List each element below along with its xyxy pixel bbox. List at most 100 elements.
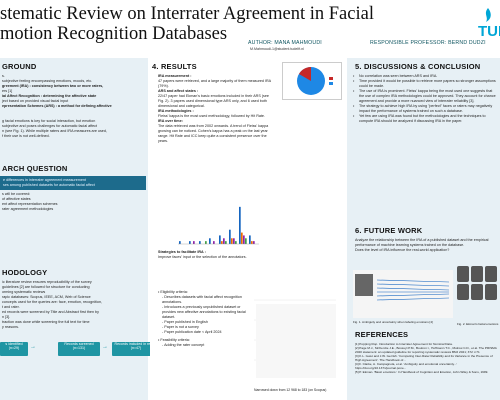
methodology-text: ic literature review ensures reproducibi… (2, 280, 148, 330)
bar (229, 229, 231, 244)
bar (209, 238, 211, 244)
middle-column: 4. RESULTS IRA measurement : 47 papers w… (150, 58, 345, 400)
research-question-box: e differences in interrater agreement me… (0, 176, 146, 190)
bar (179, 241, 181, 244)
bg-line: ject based on provided visual facial inp… (2, 99, 69, 103)
meth-line: ic literature review ensures reproducibi… (2, 280, 92, 284)
discussion-item: Yet few are using IRA was found but the … (353, 114, 498, 124)
ira-methods-bar-chart (178, 206, 259, 245)
methodology-heading: HODOLOGY (2, 268, 48, 277)
elig-item: - Introduces a previously unpublished da… (162, 305, 246, 319)
elig-item: - Describes datasets with facial affect … (162, 295, 242, 304)
flow-label: s identified (5, 342, 23, 346)
bar (225, 241, 227, 244)
bar (205, 241, 207, 244)
ira-text: 47 papers were retrieved, and a large ma… (158, 79, 271, 88)
bg-line: ial Affect Recognition : determining the… (2, 94, 97, 98)
discussion-heading: 5. DISCUSSIONS & CONCLUSION (355, 62, 481, 71)
flow-arrow-icon: → (102, 344, 108, 350)
feas-item: - Adding the rater concept (162, 343, 205, 347)
legend-swatch-no (329, 77, 333, 80)
rq-items: s will be covered: of affective states e… (2, 192, 146, 212)
narrowing-chart (250, 290, 340, 386)
bar (233, 238, 235, 244)
author-label: AUTHOR: MANA MAHMOUDI (248, 40, 322, 46)
flow-sub: (n=29) (8, 346, 20, 351)
bar (213, 241, 215, 244)
meth-line: t and rater. (2, 305, 20, 309)
tudelft-logo: TUD (458, 6, 500, 42)
bar (235, 241, 237, 244)
background-heading: GROUND (2, 62, 37, 71)
bar (241, 232, 243, 244)
bg-line: n (see Fig. 1). While multiple raters an… (2, 129, 107, 133)
bg-line: ers [1] (2, 89, 13, 93)
bar (253, 241, 255, 244)
bar (223, 238, 225, 244)
ambiguity-figure (353, 270, 453, 318)
bg-line: subjective and poses challenges for auto… (2, 124, 98, 128)
references-heading: REFERENCES (355, 330, 409, 339)
references-list: [1] Popping Rop. Introduction to Interra… (355, 342, 498, 374)
results-heading: 4. RESULTS (152, 62, 197, 71)
left-column: GROUND s. subjective feeling encompassin… (0, 58, 148, 400)
bar (221, 241, 223, 244)
author-email: M.Mahmoudi-1@student.tudelft.nl (250, 47, 304, 51)
rq-item: rater agreement methodologies (2, 207, 54, 211)
bar (231, 238, 233, 244)
flow-label: Records included in review (114, 342, 158, 346)
poster-title-line2: motion Recognition Databases (0, 24, 228, 44)
face-image (355, 274, 373, 296)
meth-line: orming systematic reviews (2, 290, 46, 294)
face-image (471, 284, 483, 300)
fw-text2: Does the level of IRA influence the real… (355, 248, 450, 252)
face-image (457, 284, 469, 300)
fw-text1: Analyze the relationship between the IRA… (355, 238, 489, 247)
legend-swatch-yes (329, 82, 333, 85)
meth-line: ed records were screened by Title and Ab… (2, 310, 99, 314)
bar (245, 238, 247, 244)
bar (193, 241, 195, 244)
bar (219, 235, 221, 244)
reference-item: [5] P. Ekman. 'Basic emotions.' In Handb… (355, 370, 489, 374)
bg-line: subjective feeling encompassing emotions… (2, 79, 93, 83)
elig-item: - Paper publication date < April 2024 (162, 330, 222, 334)
face-image (485, 284, 497, 300)
bg-line: g facial emotions is key for social inte… (2, 119, 96, 123)
ira-pie-panel (282, 62, 342, 100)
meth-line: rapic databases: Scopus, IEEE, ACM, Web … (2, 295, 91, 299)
ars-text: 22/47 paper had Ekman's basic emotions i… (158, 94, 269, 108)
elig-item: - Paper published in English (162, 320, 208, 324)
ira-methods-chart (174, 202, 260, 248)
flow-arrow-icon: → (30, 344, 36, 350)
strat-heading: Strategies to facilitate IRA : (158, 250, 206, 254)
discussion-item: Time provided it would be possible to re… (353, 79, 498, 89)
reference-item: [4] F. Clarke, A. Campagnola, et al. 'Am… (355, 362, 458, 370)
results-text: IRA measurement : 47 papers were retriev… (158, 74, 276, 144)
eligibility-block: • Eligibility criteria: - Describes data… (158, 290, 248, 348)
face-image (485, 266, 497, 282)
narrowing-caption: Narrowed down from 12 968 to 183 (on Sco… (254, 388, 327, 392)
rq-item: ent affect representation schemes (2, 202, 58, 206)
fig1-caption: Fig. 1. Ambiguity and uncertainty when l… (353, 320, 433, 324)
meth-line: y reasons. (2, 325, 20, 329)
right-column: 5. DISCUSSIONS & CONCLUSION No correlati… (347, 58, 500, 400)
bar (239, 206, 241, 244)
tudelft-flame-icon (485, 8, 491, 22)
flow-box-included: Records included in review (n=47) (112, 342, 160, 356)
strategies-block: Strategies to facilitate IRA : Improve f… (158, 250, 338, 260)
meth-line: traction was done while screening the fu… (2, 320, 90, 324)
flow-box-screened: Records screened (n=131) (58, 342, 100, 356)
ekman-faces-figure (457, 266, 497, 322)
rq-item: of affective states (2, 197, 31, 201)
flow-box-identified: s identified (n=29) (0, 342, 28, 356)
bar (243, 235, 245, 244)
poster-header (0, 0, 500, 56)
ira-heading: IRA measurement : (158, 74, 192, 78)
face-image (457, 266, 469, 282)
fig2-caption: Fig. 2. Ekman's facial emotions (457, 322, 499, 326)
bg-line: f their use is not well-defined. (2, 134, 50, 138)
bg-line: s. (2, 74, 5, 78)
rq-item: s will be covered: (2, 192, 31, 196)
reference-item: [3] K.L. Gwet and J.W. Gerrish. 'Computi… (355, 354, 493, 362)
